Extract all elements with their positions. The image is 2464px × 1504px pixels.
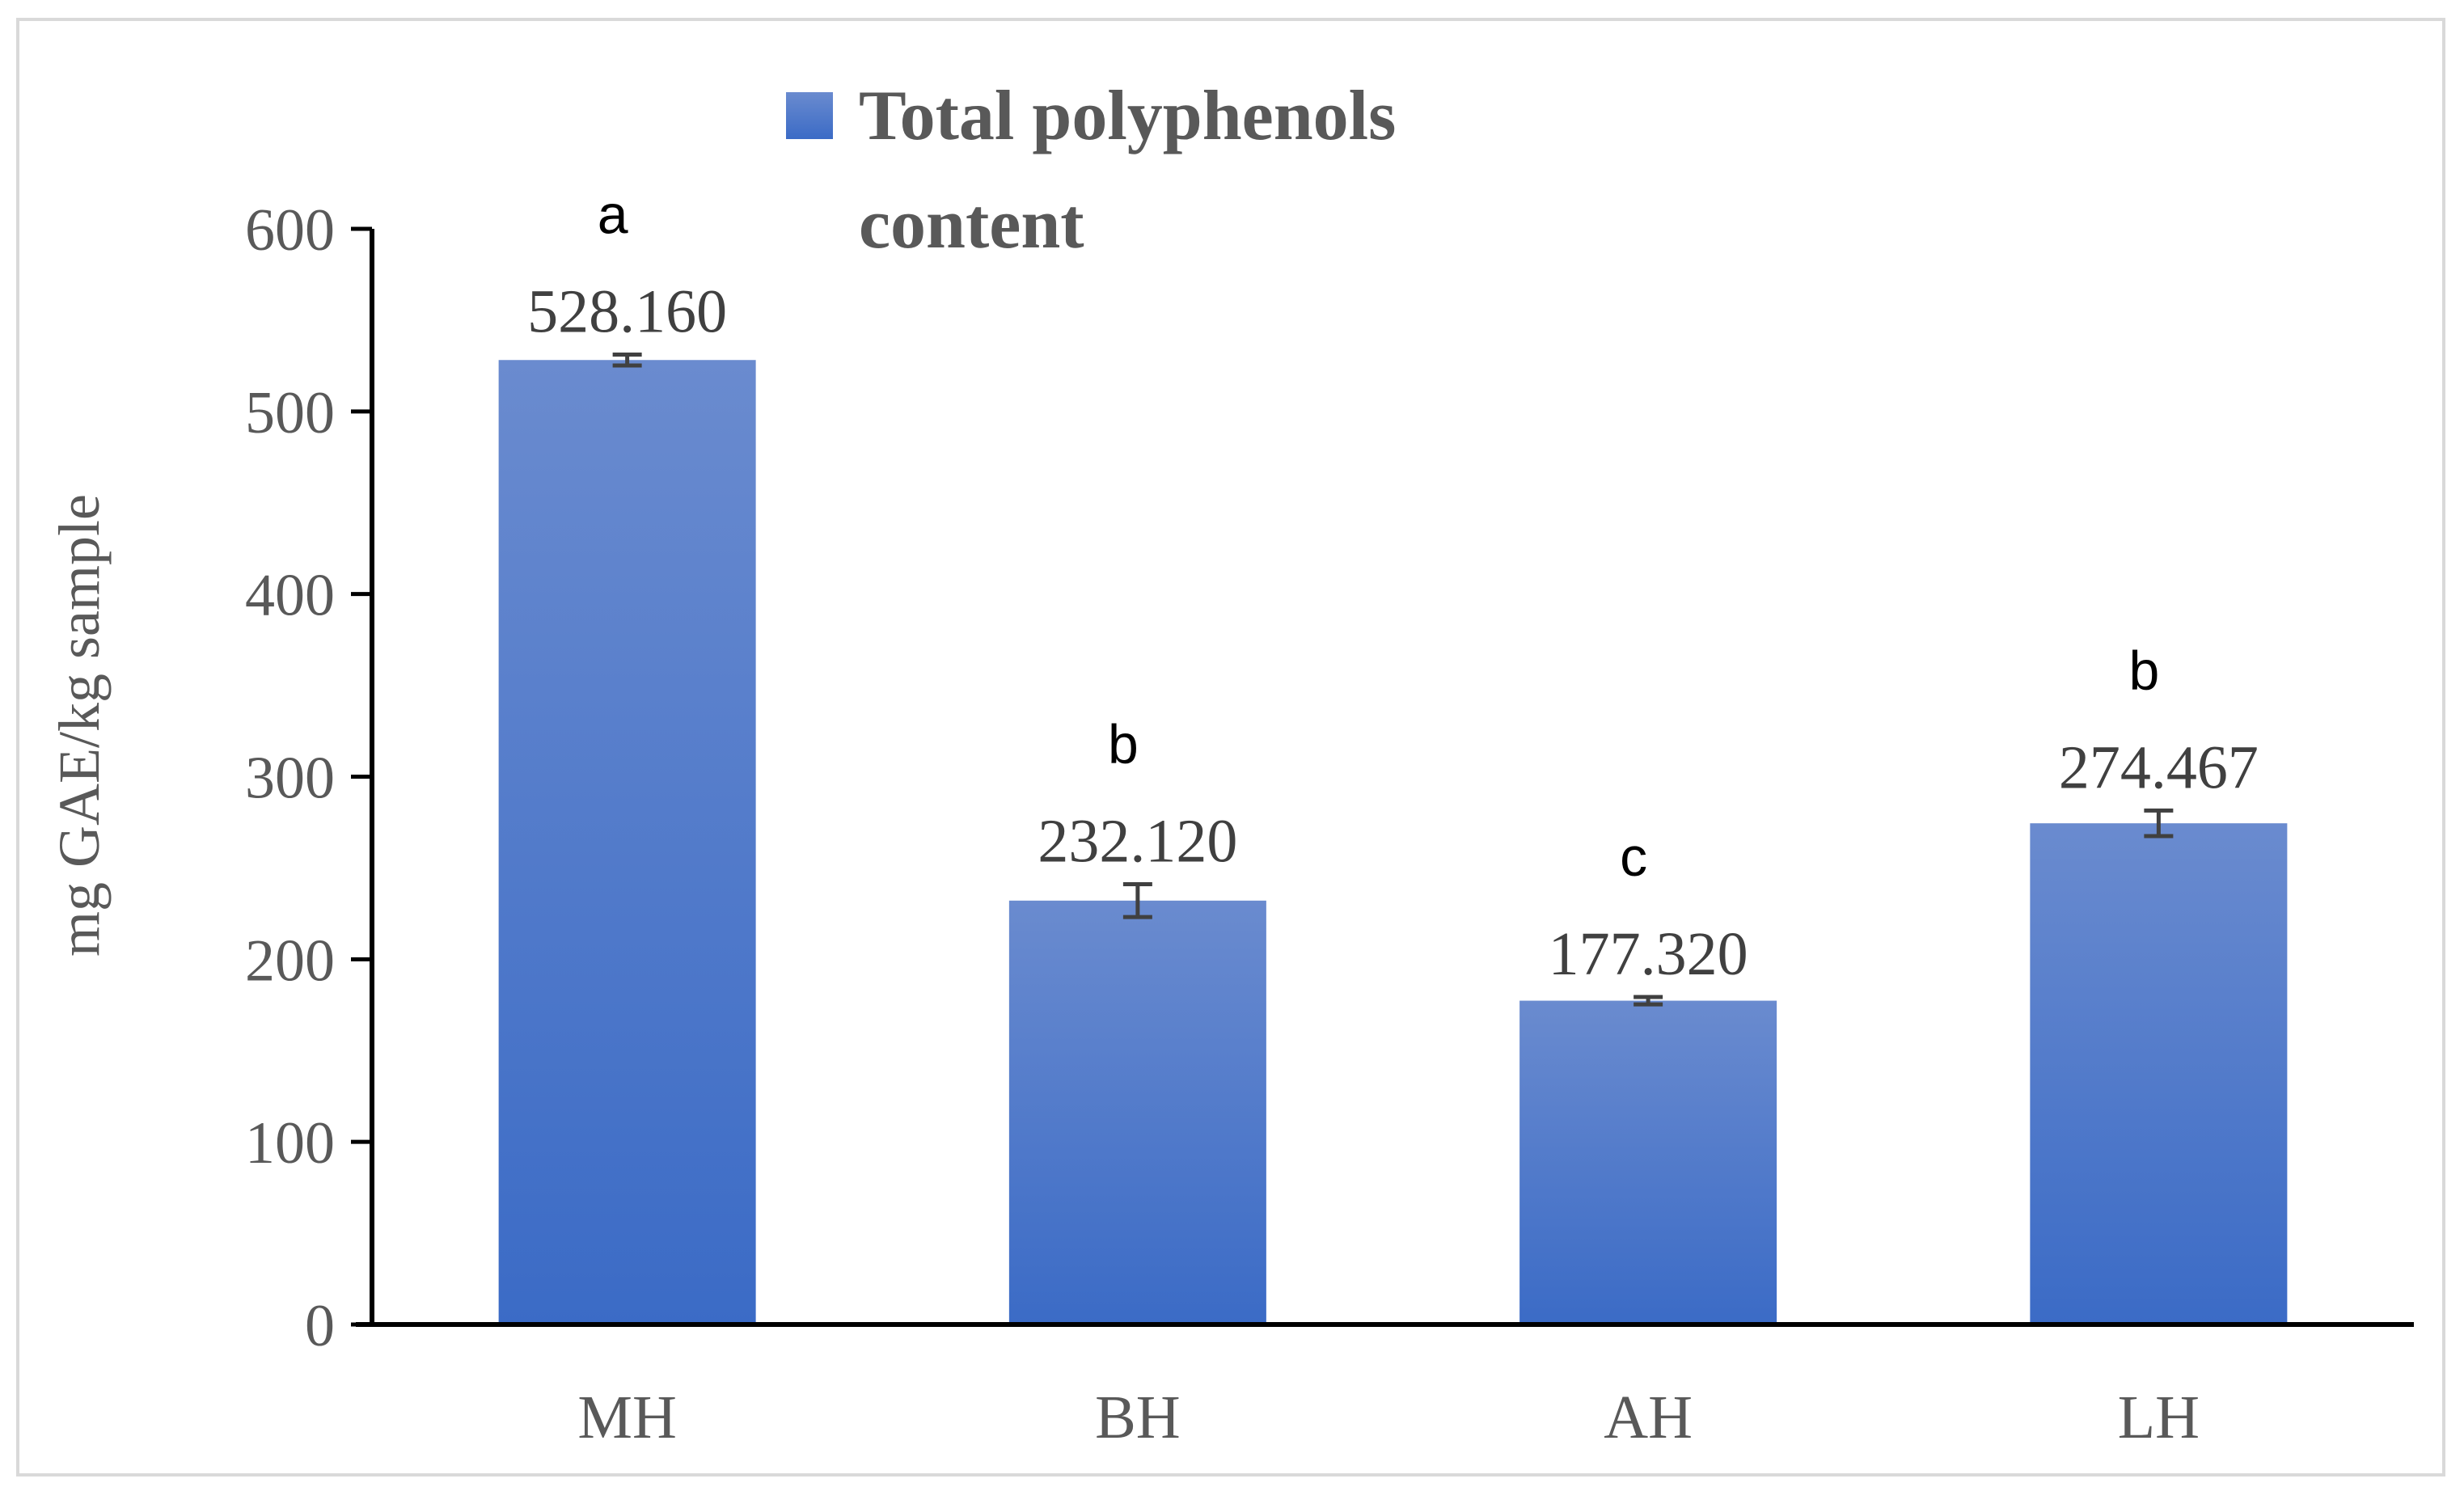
y-axis-title: mg GAE/kg sample <box>47 494 112 957</box>
x-axis-ticks: MH BH AH LH <box>577 1384 2200 1451</box>
error-bar-ah <box>1634 995 1663 1007</box>
bar-lh <box>2030 823 2288 1324</box>
legend-label-line-2: content <box>859 185 1084 264</box>
bar-bh <box>1008 900 1266 1324</box>
bars: 528.160 a 232.120 b 177.320 c 274.467 b <box>498 184 2288 1325</box>
x-tick-label-mh: MH <box>577 1384 676 1451</box>
x-tick-label-ah: AH <box>1604 1384 1693 1451</box>
error-bar-bh <box>1122 881 1152 919</box>
legend-swatch <box>786 92 833 139</box>
error-bar-mh <box>612 352 642 368</box>
y-axis-ticks: 0 100 200 300 400 500 600 <box>245 197 372 1359</box>
value-label-mh: 528.160 <box>527 277 727 345</box>
error-bar-lh <box>2144 808 2174 839</box>
y-tick-label-100: 100 <box>245 1110 335 1177</box>
bar-ah <box>1519 1000 1777 1324</box>
significance-label-ah: c <box>1620 826 1647 888</box>
legend: Total polyphenols content <box>786 77 1396 264</box>
value-label-bh: 232.120 <box>1038 807 1237 875</box>
x-tick-label-lh: LH <box>2118 1384 2200 1451</box>
y-tick-label-0: 0 <box>305 1293 335 1359</box>
value-label-ah: 177.320 <box>1549 920 1748 988</box>
y-tick-label-200: 200 <box>245 927 335 994</box>
significance-label-lh: b <box>2128 640 2159 701</box>
bar-mh <box>498 360 756 1325</box>
legend-label-line-1: Total polyphenols <box>859 77 1396 155</box>
x-tick-label-bh: BH <box>1095 1384 1181 1451</box>
significance-label-bh: b <box>1108 713 1139 775</box>
y-tick-label-400: 400 <box>245 563 335 629</box>
y-tick-label-300: 300 <box>245 746 335 812</box>
value-label-lh: 274.467 <box>2059 733 2259 801</box>
y-tick-label-500: 500 <box>245 380 335 446</box>
y-tick-label-600: 600 <box>245 197 335 264</box>
significance-label-mh: a <box>598 184 628 245</box>
